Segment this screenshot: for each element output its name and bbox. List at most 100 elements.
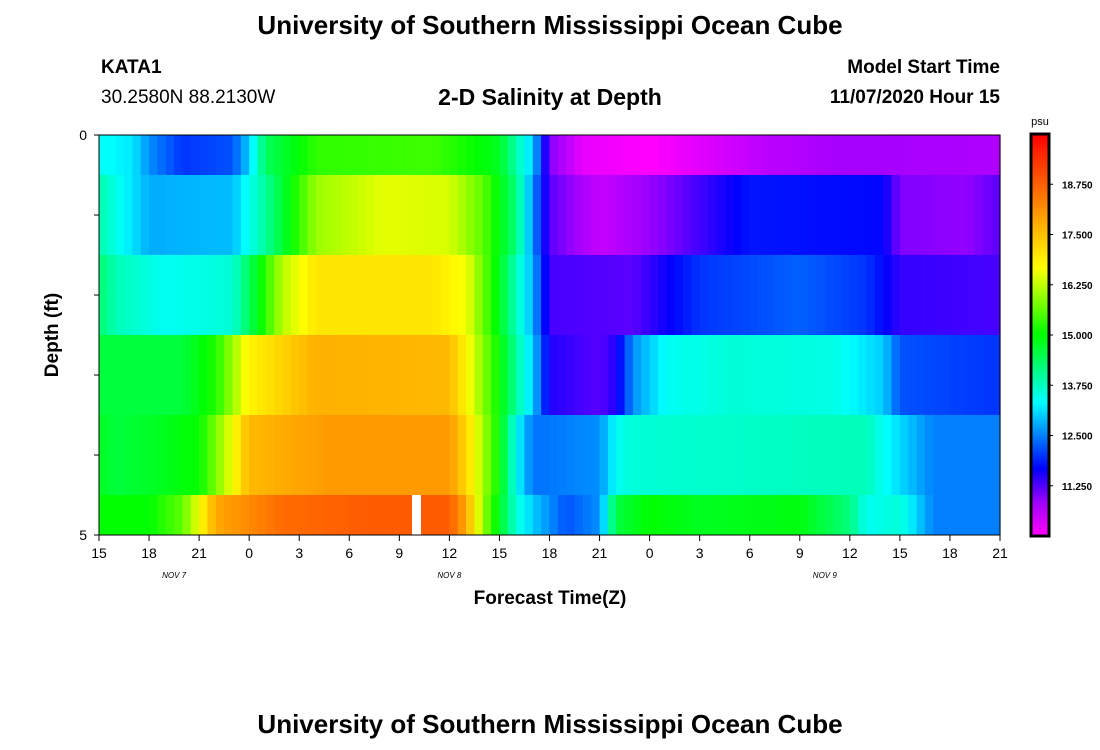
heatmap-cell [924,415,934,495]
heatmap-cell [240,175,250,255]
heatmap-cell [657,175,667,255]
heatmap-cell [566,415,576,495]
heatmap-cell [491,495,501,535]
heatmap-cell [466,175,476,255]
heatmap-cell [407,335,417,415]
heatmap-cell [107,135,117,175]
heatmap-cell [816,415,826,495]
heatmap-cell [674,415,684,495]
heatmap-cell [791,175,801,255]
heatmap-cell [441,495,450,535]
heatmap-cell [240,255,250,335]
heatmap-cell [474,495,484,535]
heatmap-cell [682,335,692,415]
heatmap-cell [466,255,476,335]
heatmap-cell [724,175,734,255]
heatmap-cell [190,175,200,255]
heatmap-cell [874,335,884,415]
heatmap-cell [724,415,734,495]
heatmap-cell [399,335,409,415]
heatmap-cell [783,415,793,495]
heatmap-cell [874,495,884,535]
colorbar-tick-label: 18.750 [1062,180,1093,191]
heatmap-cell [457,175,467,255]
heatmap-cell [941,135,951,175]
heatmap-cell [958,415,968,495]
heatmap-cell [240,415,250,495]
heatmap-cell [624,135,634,175]
heatmap-cell [632,335,642,415]
heatmap-cell [407,255,417,335]
heatmap-cell [824,495,834,535]
heatmap-cell [182,335,192,415]
heatmap-cell [624,175,634,255]
heatmap-cell [199,135,209,175]
heatmap-cell [724,335,734,415]
heatmap-cell [249,495,259,535]
heatmap-cell [190,255,200,335]
heatmap-cell [132,415,142,495]
heatmap-cell [149,415,158,495]
heatmap-cell [374,415,384,495]
heatmap-cell [290,175,300,255]
heatmap-cell [958,135,968,175]
heatmap-cell [174,135,184,175]
heatmap-cell [215,415,225,495]
heatmap-cell [766,335,776,415]
heatmap-cell [607,255,617,335]
heatmap-cell [390,495,400,535]
colorbar-tick-label: 16.250 [1062,281,1093,292]
heatmap-cell [591,135,601,175]
heatmap-cell [866,495,876,535]
heatmap-cell [557,255,567,335]
heatmap-cell [824,135,834,175]
heatmap-cell [441,335,450,415]
heatmap-cell [432,135,442,175]
heatmap-cell [708,335,717,415]
heatmap-cell [824,335,834,415]
heatmap-cell [416,335,425,415]
heatmap-cell [908,255,918,335]
heatmap-cell [783,335,793,415]
heatmap-cell [357,335,367,415]
heatmap-cell [616,335,626,415]
heatmap-cell [124,495,133,535]
heatmap-cell [799,175,809,255]
heatmap-cell [349,175,359,255]
heatmap-cell [215,255,225,335]
heatmap-cell [666,495,676,535]
heatmap-cell [315,255,325,335]
heatmap-cell [941,175,951,255]
heatmap-cell [449,255,459,335]
heatmap-cell [624,495,634,535]
heatmap-cell [858,415,868,495]
heatmap-cell [833,135,843,175]
heatmap-cell [983,135,993,175]
heatmap-cell [390,415,400,495]
heatmap-cell [541,135,551,175]
heatmap-cell [157,255,167,335]
heatmap-cell [841,175,851,255]
heatmap-cell [232,335,242,415]
heatmap-cell [507,415,517,495]
heatmap-cell [624,335,634,415]
heatmap-cell [199,175,209,255]
heatmap-cell [215,135,225,175]
heatmap-cell [524,135,534,175]
heatmap-cell [908,415,918,495]
x-tick-label: 3 [696,545,704,561]
heatmap-cell [115,495,125,535]
heatmap-cell [574,255,584,335]
heatmap-cell [758,335,767,415]
heatmap-cell [149,255,158,335]
heatmap-cell [140,415,150,495]
heatmap-cell [991,255,1001,335]
heatmap-cell [149,495,158,535]
heatmap-cell [482,335,492,415]
model-start-label: Model Start Time [847,57,1000,78]
heatmap-cell [816,255,826,335]
heatmap-cell [657,495,667,535]
heatmap-cell [407,415,417,495]
heatmap-cell [783,175,793,255]
heatmap-cell [641,135,651,175]
